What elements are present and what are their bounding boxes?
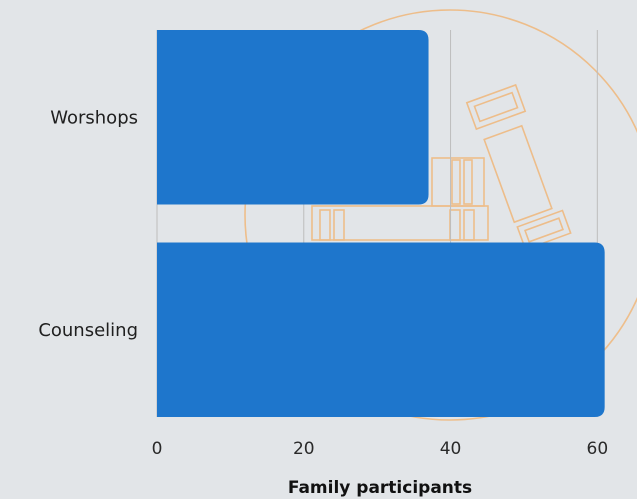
- bar-counseling: [157, 242, 605, 417]
- bar-worshops: [157, 30, 429, 205]
- category-label-counseling: Counseling: [38, 320, 138, 341]
- category-label-worshops: Worshops: [50, 107, 138, 128]
- x-tick-label-1: 20: [293, 439, 315, 459]
- x-tick-label-0: 0: [152, 439, 163, 459]
- x-tick-label-2: 40: [440, 439, 462, 459]
- spine-watermark-icon: [244, 9, 637, 421]
- x-tick-labels: 0 20 40 60: [152, 439, 609, 459]
- x-tick-label-3: 60: [587, 439, 609, 459]
- x-axis-title: Family participants: [288, 478, 472, 498]
- category-labels: Worshops Counseling: [38, 107, 138, 341]
- bars-group: [157, 30, 605, 417]
